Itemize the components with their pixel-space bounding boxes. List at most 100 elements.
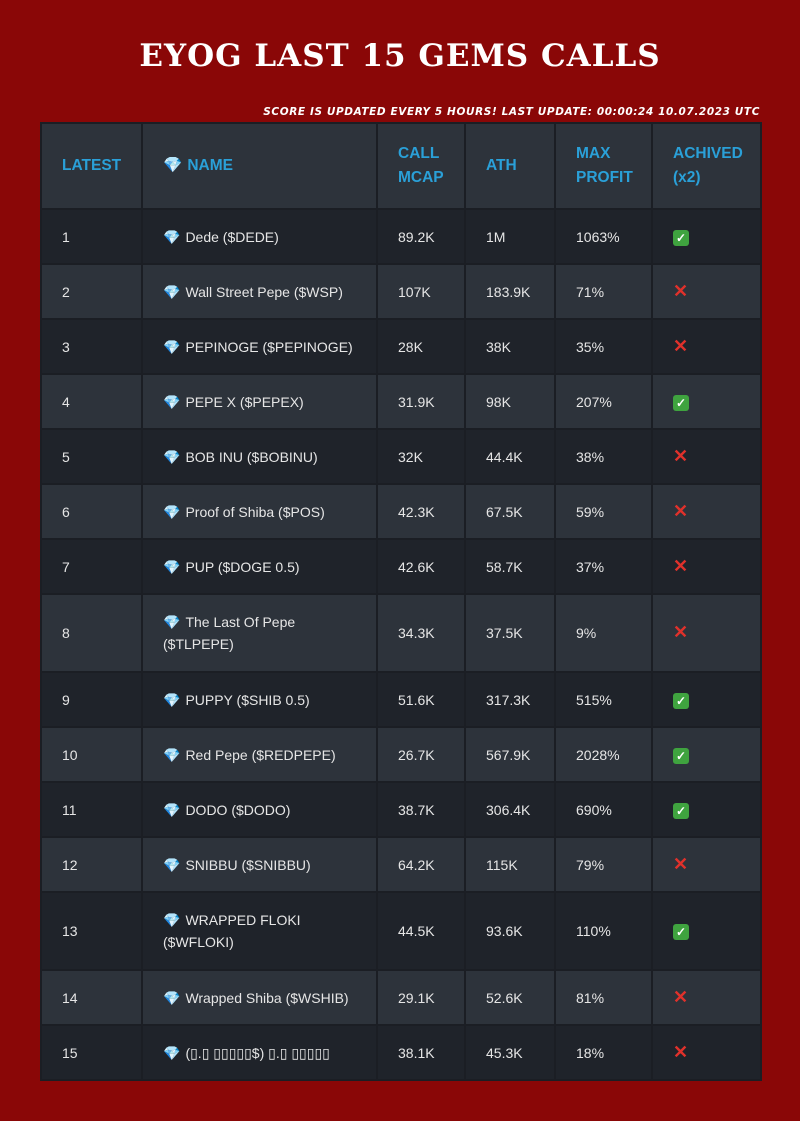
- header-row: LATEST 💎 NAME CALL MCAP ATH MAX PROFIT AC…: [40, 122, 762, 210]
- cell-ath: 38K: [464, 318, 556, 375]
- cell-name: 💎 SNIBBU ($SNIBBU): [141, 836, 378, 893]
- gem-icon: 💎: [163, 157, 183, 174]
- cross-mark-icon: ✕: [673, 280, 689, 301]
- cell-achived: ✕: [651, 1024, 762, 1081]
- gem-name: Dede ($DEDE): [185, 228, 279, 245]
- cell-max-profit: 71%: [554, 263, 653, 320]
- cell-ath: 52.6K: [464, 969, 556, 1026]
- gem-name: WRAPPED FLOKI ($WFLOKI): [163, 912, 301, 950]
- cell-call-mcap: 26.7K: [376, 726, 466, 783]
- cell-max-profit: 81%: [554, 969, 653, 1026]
- cell-call-mcap: 44.5K: [376, 891, 466, 971]
- cell-achived: ✕: [651, 836, 762, 893]
- cell-max-profit: 515%: [554, 671, 653, 728]
- cell-ath: 58.7K: [464, 538, 556, 595]
- cell-call-mcap: 42.6K: [376, 538, 466, 595]
- cell-name: 💎 DODO ($DODO): [141, 781, 378, 838]
- cell-name: 💎 BOB INU ($BOBINU): [141, 428, 378, 485]
- cell-max-profit: 690%: [554, 781, 653, 838]
- cell-latest: 9: [40, 671, 143, 728]
- table-row: 10 💎 Red Pepe ($REDPEPE) 26.7K 567.9K 2028% ✓: [40, 726, 762, 783]
- cell-call-mcap: 28K: [376, 318, 466, 375]
- cell-achived: ✕: [651, 428, 762, 485]
- gem-icon: 💎: [163, 801, 181, 818]
- gem-name: Red Pepe ($REDPEPE): [185, 746, 336, 763]
- cell-ath: 37.5K: [464, 593, 556, 673]
- cell-max-profit: 79%: [554, 836, 653, 893]
- cell-ath: 1M: [464, 208, 556, 265]
- gem-name: Wrapped Shiba ($WSHIB): [185, 989, 349, 1006]
- cell-name: 💎 PUPPY ($SHIB 0.5): [141, 671, 378, 728]
- page-title: EYOG LAST 15 GEMS CALLS: [139, 38, 661, 74]
- gem-icon: 💎: [163, 1044, 181, 1061]
- table-row: 8 💎 The Last Of Pepe ($TLPEPE) 34.3K 37.5K 9%…: [40, 593, 762, 673]
- cell-call-mcap: 31.9K: [376, 373, 466, 430]
- check-mark-icon: ✓: [673, 747, 689, 764]
- cell-name: 💎 Red Pepe ($REDPEPE): [141, 726, 378, 783]
- check-mark-icon: ✓: [673, 692, 689, 709]
- header-name: 💎 NAME: [141, 122, 378, 210]
- cell-latest: 7: [40, 538, 143, 595]
- check-mark-icon: ✓: [673, 394, 689, 411]
- cell-ath: 93.6K: [464, 891, 556, 971]
- gems-table-container: LATEST 💎 NAME CALL MCAP ATH MAX PROFIT AC…: [40, 122, 762, 1081]
- cell-latest: 11: [40, 781, 143, 838]
- header-call-mcap: CALL MCAP: [376, 122, 466, 210]
- table-body: 1 💎 Dede ($DEDE) 89.2K 1M 1063% ✓ 2 💎 Wall Street…: [40, 208, 762, 1081]
- cell-max-profit: 2028%: [554, 726, 653, 783]
- table-row: 13 💎 WRAPPED FLOKI ($WFLOKI) 44.5K 93.6K 110%…: [40, 891, 762, 971]
- header-max-profit: MAX PROFIT: [554, 122, 653, 210]
- cell-ath: 45.3K: [464, 1024, 556, 1081]
- cell-ath: 98K: [464, 373, 556, 430]
- gem-name: The Last Of Pepe ($TLPEPE): [163, 614, 296, 652]
- cell-ath: 183.9K: [464, 263, 556, 320]
- header-achived: ACHIVED (x2): [651, 122, 762, 210]
- cell-achived: ✓: [651, 373, 762, 430]
- check-mark-icon: ✓: [673, 802, 689, 819]
- cell-latest: 8: [40, 593, 143, 673]
- gem-icon: 💎: [163, 558, 181, 575]
- cell-ath: 44.4K: [464, 428, 556, 485]
- cell-call-mcap: 38.1K: [376, 1024, 466, 1081]
- table-row: 5 💎 BOB INU ($BOBINU) 32K 44.4K 38% ✕: [40, 428, 762, 485]
- cell-latest: 10: [40, 726, 143, 783]
- cell-latest: 13: [40, 891, 143, 971]
- gem-name: Proof of Shiba ($POS): [185, 503, 325, 520]
- table-row: 2 💎 Wall Street Pepe ($WSP) 107K 183.9K 71% ✕: [40, 263, 762, 320]
- header-ath: ATH: [464, 122, 556, 210]
- table-row: 3 💎 PEPINOGE ($PEPINOGE) 28K 38K 35% ✕: [40, 318, 762, 375]
- cell-name: 💎 (▯.▯ ▯▯▯▯▯$) ▯.▯ ▯▯▯▯▯: [141, 1024, 378, 1081]
- cross-mark-icon: ✕: [673, 335, 689, 356]
- gem-icon: 💎: [163, 503, 181, 520]
- cell-ath: 67.5K: [464, 483, 556, 540]
- gem-icon: 💎: [163, 691, 181, 708]
- cell-achived: ✕: [651, 969, 762, 1026]
- cell-latest: 5: [40, 428, 143, 485]
- gem-name: PUPPY ($SHIB 0.5): [185, 691, 310, 708]
- cell-call-mcap: 42.3K: [376, 483, 466, 540]
- table-row: 14 💎 Wrapped Shiba ($WSHIB) 29.1K 52.6K 81% ✕: [40, 969, 762, 1026]
- gem-icon: 💎: [163, 228, 181, 245]
- cell-achived: ✓: [651, 671, 762, 728]
- cell-call-mcap: 34.3K: [376, 593, 466, 673]
- cell-achived: ✕: [651, 538, 762, 595]
- gem-icon: 💎: [163, 614, 181, 630]
- gem-name: PEPINOGE ($PEPINOGE): [185, 338, 353, 355]
- cell-max-profit: 59%: [554, 483, 653, 540]
- cell-latest: 15: [40, 1024, 143, 1081]
- gem-name: DODO ($DODO): [185, 801, 291, 818]
- cell-name: 💎 The Last Of Pepe ($TLPEPE): [141, 593, 378, 673]
- cell-latest: 14: [40, 969, 143, 1026]
- cell-call-mcap: 38.7K: [376, 781, 466, 838]
- table-row: 6 💎 Proof of Shiba ($POS) 42.3K 67.5K 59% ✕: [40, 483, 762, 540]
- gems-table: LATEST 💎 NAME CALL MCAP ATH MAX PROFIT AC…: [40, 122, 762, 1081]
- cross-mark-icon: ✕: [673, 445, 689, 466]
- gem-name: (▯.▯ ▯▯▯▯▯$) ▯.▯ ▯▯▯▯▯: [185, 1044, 330, 1061]
- cell-achived: ✕: [651, 318, 762, 375]
- cell-ath: 567.9K: [464, 726, 556, 783]
- cell-call-mcap: 51.6K: [376, 671, 466, 728]
- cell-name: 💎 WRAPPED FLOKI ($WFLOKI): [141, 891, 378, 971]
- header-latest: LATEST: [40, 122, 143, 210]
- cell-name: 💎 PUP ($DOGE 0.5): [141, 538, 378, 595]
- cell-call-mcap: 32K: [376, 428, 466, 485]
